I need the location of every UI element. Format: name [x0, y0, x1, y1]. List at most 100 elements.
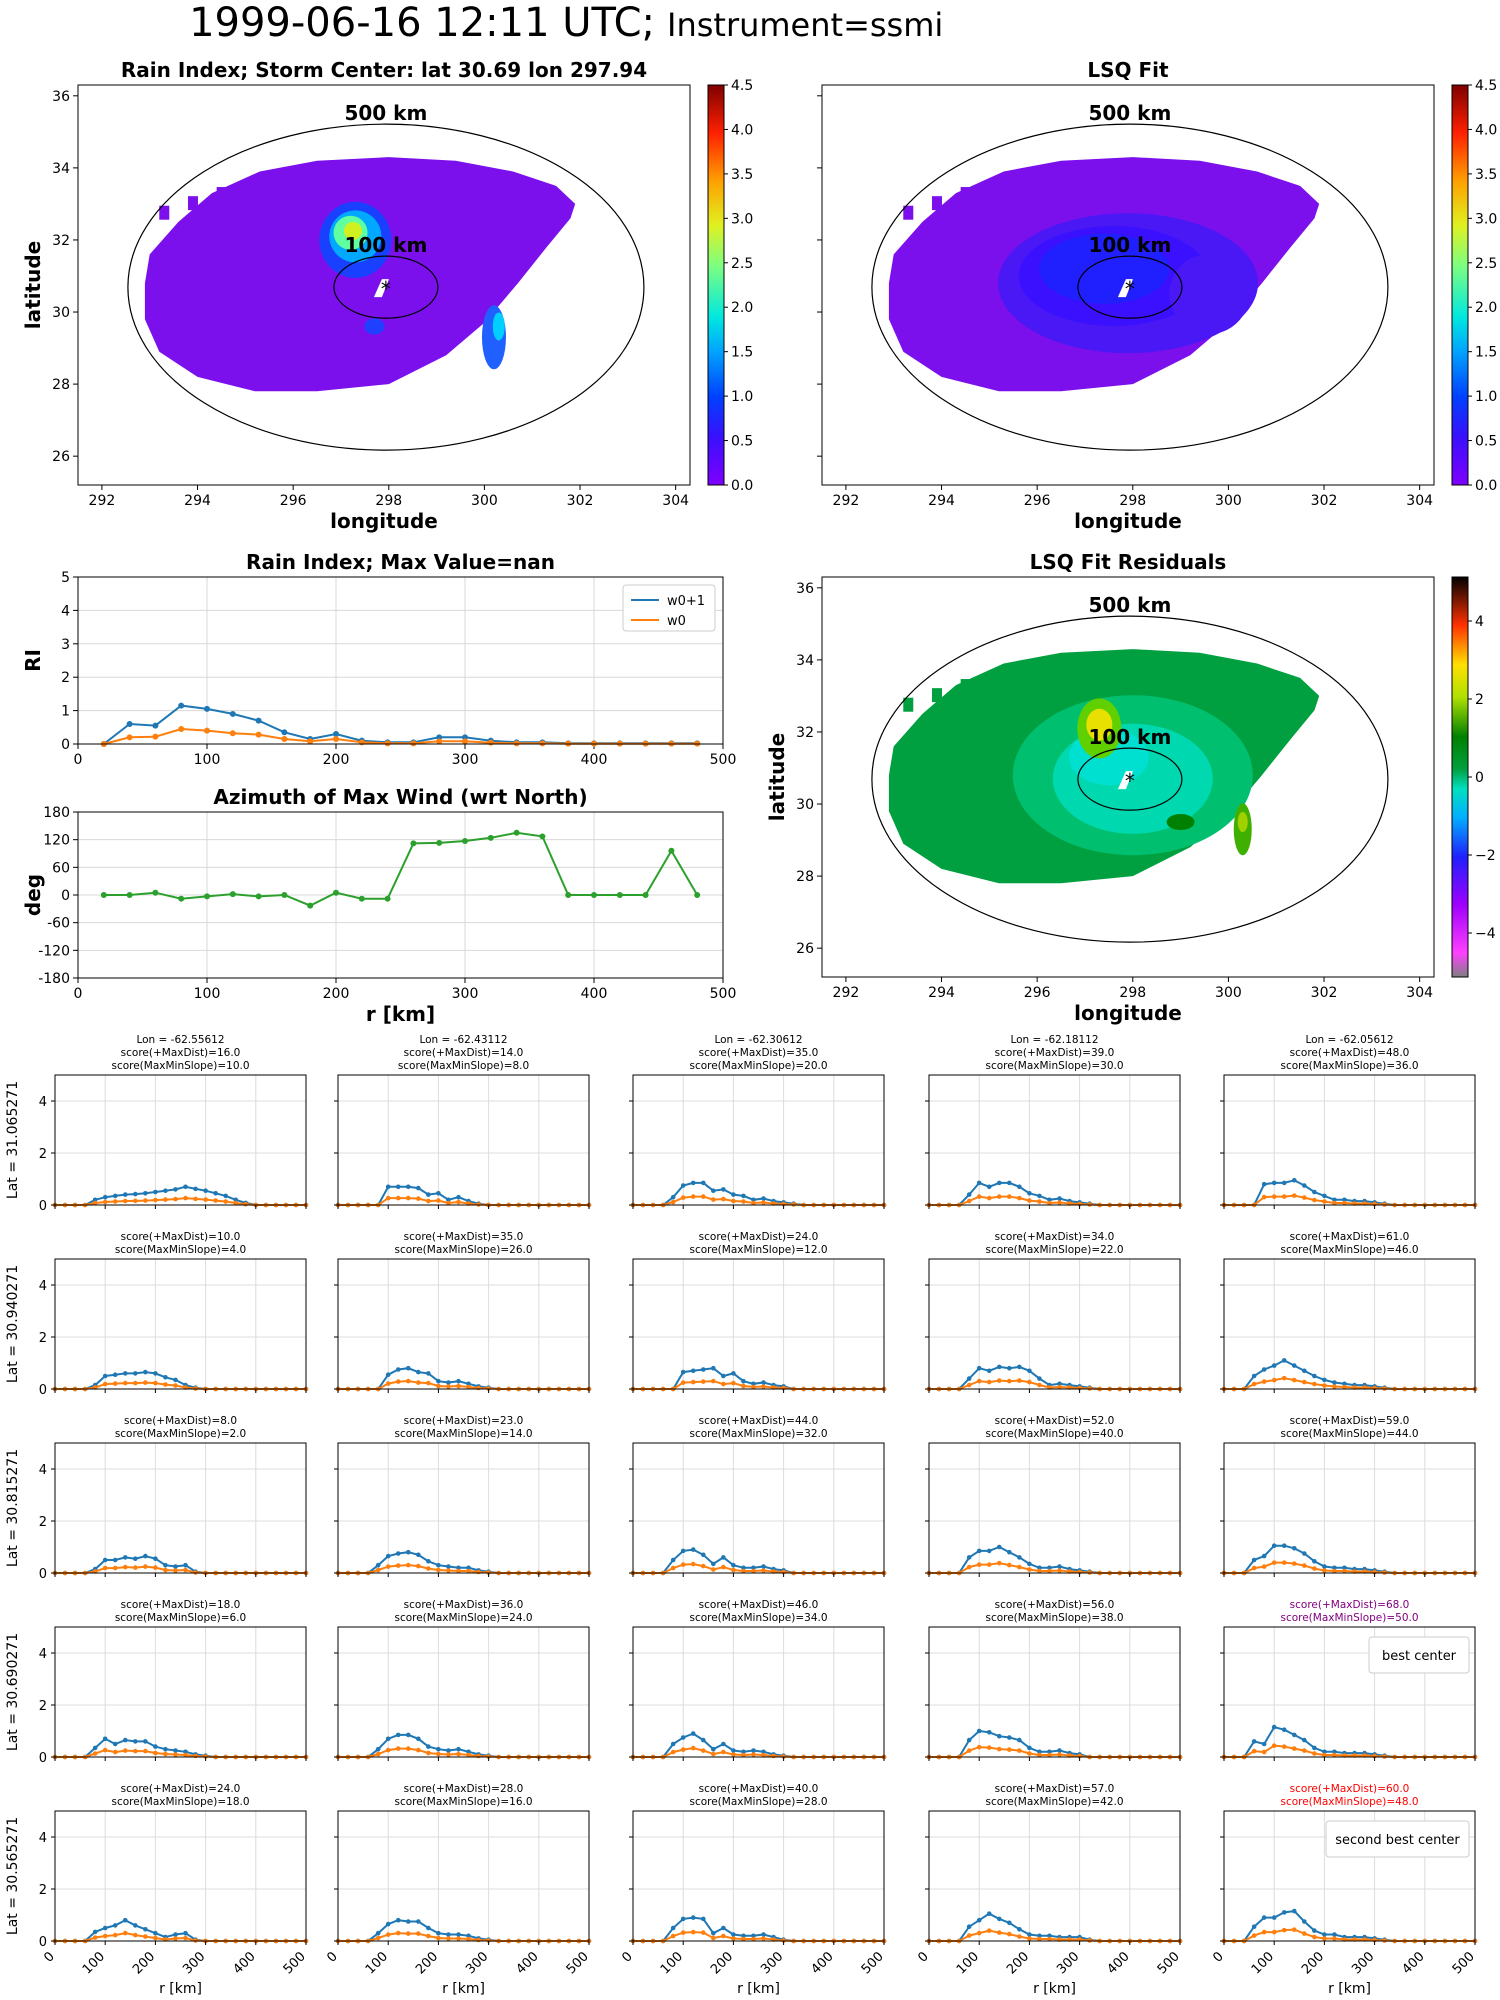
data-point: [436, 1198, 441, 1203]
x-tick-label: 300: [452, 986, 479, 1002]
data-point: [1342, 1197, 1347, 1203]
data-point: [416, 1380, 421, 1385]
data-point: [731, 1198, 736, 1204]
score-maxdist: score(+MaxDist)=46.0: [699, 1599, 819, 1611]
data-point: [143, 1564, 148, 1569]
series-line: [1224, 1179, 1475, 1206]
data-point: [281, 892, 288, 898]
data-point: [721, 1555, 726, 1560]
x-tick-label: 500: [710, 986, 737, 1002]
data-point: [446, 1568, 451, 1573]
data-point: [333, 889, 339, 896]
data-point: [153, 1197, 158, 1203]
rain-blob: [1039, 233, 1170, 304]
data-point: [126, 720, 133, 727]
data-point: [112, 1923, 118, 1928]
data-point: [771, 1753, 776, 1759]
data-point: [153, 1750, 158, 1756]
x-axis-label: longitude: [1074, 1001, 1182, 1025]
cell-frame: [1223, 1810, 1476, 1942]
map-title: LSQ Fit Residuals: [1030, 550, 1227, 574]
series-line: [633, 1747, 884, 1758]
data-point: [92, 1751, 98, 1756]
cell-frame: [632, 1074, 885, 1206]
gridlines: [928, 1627, 1181, 1758]
lon-title: Lon = -62.30612: [714, 1034, 802, 1046]
data-point: [976, 1917, 982, 1923]
data-point: [405, 1931, 411, 1936]
series-1: [335, 1195, 592, 1208]
x-tick-label: 400: [1104, 1949, 1132, 1977]
data-point: [1312, 1559, 1317, 1564]
score-maxminslope: score(MaxMinSlope)=20.0: [689, 1060, 827, 1072]
data-point: [670, 1194, 676, 1200]
score-maxminslope: score(MaxMinSlope)=36.0: [1280, 1060, 1418, 1072]
data-point: [690, 1180, 696, 1186]
data-point: [133, 1556, 138, 1561]
lat-label: Lat = 30.565271: [5, 1817, 21, 1935]
data-point: [122, 1371, 128, 1376]
x-tick-label: 300: [1215, 493, 1242, 509]
x-tick-label: 400: [808, 1949, 836, 1977]
x-axis-label: r [km]: [442, 1981, 485, 1997]
data-point: [163, 1382, 168, 1387]
data-point: [133, 1371, 138, 1376]
x-tick-label: 100: [80, 1949, 108, 1977]
storm-center-marker: *: [1125, 769, 1135, 793]
data-point: [456, 1194, 461, 1200]
data-point: [1047, 1936, 1052, 1942]
x-tick-label: 0: [41, 1949, 57, 1965]
data-point: [385, 1381, 391, 1386]
y-tick-label: 1: [61, 704, 70, 720]
legend-entry: second best center: [1335, 1833, 1460, 1848]
data-point: [426, 1925, 431, 1931]
data-point: [1271, 1194, 1277, 1199]
cell-frame: [928, 1258, 1181, 1390]
rain-blob: [1166, 814, 1195, 831]
grid-cell-r1-c3: score(+MaxDist)=34.0score(MaxMinSlope)=2…: [925, 1231, 1183, 1393]
y-tick-label: 34: [52, 161, 70, 177]
data-point: [436, 1751, 441, 1757]
colorbar-tick-label: 0.0: [731, 478, 753, 494]
x-tick-label: 500: [710, 752, 737, 768]
data-point: [456, 1568, 461, 1574]
data-point: [1271, 1543, 1277, 1548]
data-point: [731, 1192, 736, 1197]
x-tick-label: 500: [859, 1949, 887, 1977]
data-point: [721, 1741, 726, 1747]
cell-frame: [632, 1442, 885, 1574]
data-point: [1332, 1384, 1337, 1389]
data-point: [183, 1752, 188, 1758]
rain-index-map: * 500 km 100 km Rain Index; Storm Center: l…: [21, 58, 753, 533]
data-point: [1302, 1931, 1307, 1936]
data-point: [741, 1752, 746, 1758]
data-point: [1332, 1565, 1337, 1571]
series-line: [103, 831, 699, 907]
legend-entry: best center: [1382, 1649, 1457, 1664]
gridlines: [337, 1811, 590, 1942]
y-tick-label: 34: [796, 653, 814, 669]
cell-frame: [337, 1074, 590, 1206]
data-point: [112, 1381, 118, 1386]
data-point: [1342, 1200, 1347, 1206]
data-point: [183, 1930, 188, 1936]
data-point: [183, 1749, 188, 1755]
data-point: [1251, 1565, 1257, 1571]
data-point: [426, 1566, 431, 1571]
y-tick-label: 4: [39, 1831, 47, 1846]
data-point: [1302, 1551, 1307, 1556]
grid-cell-r1-c4: score(+MaxDist)=61.0score(MaxMinSlope)=4…: [1220, 1231, 1478, 1393]
data-point: [741, 1199, 746, 1204]
colorbar-tick-label: 0.5: [731, 434, 753, 450]
data-point: [690, 1731, 696, 1736]
data-point: [178, 895, 185, 902]
data-point: [1007, 1378, 1012, 1384]
data-point: [761, 1380, 766, 1385]
data-point: [133, 1565, 138, 1570]
series-line: [633, 1563, 884, 1574]
data-point: [976, 1365, 982, 1371]
data-point: [410, 840, 417, 847]
data-point: [721, 1749, 726, 1755]
rain-index-profile: 0 100 200 300 400 500 0 1 2 3 4 5 Rain Index; Max Va…: [21, 550, 736, 768]
x-axis-label: longitude: [1074, 509, 1182, 533]
